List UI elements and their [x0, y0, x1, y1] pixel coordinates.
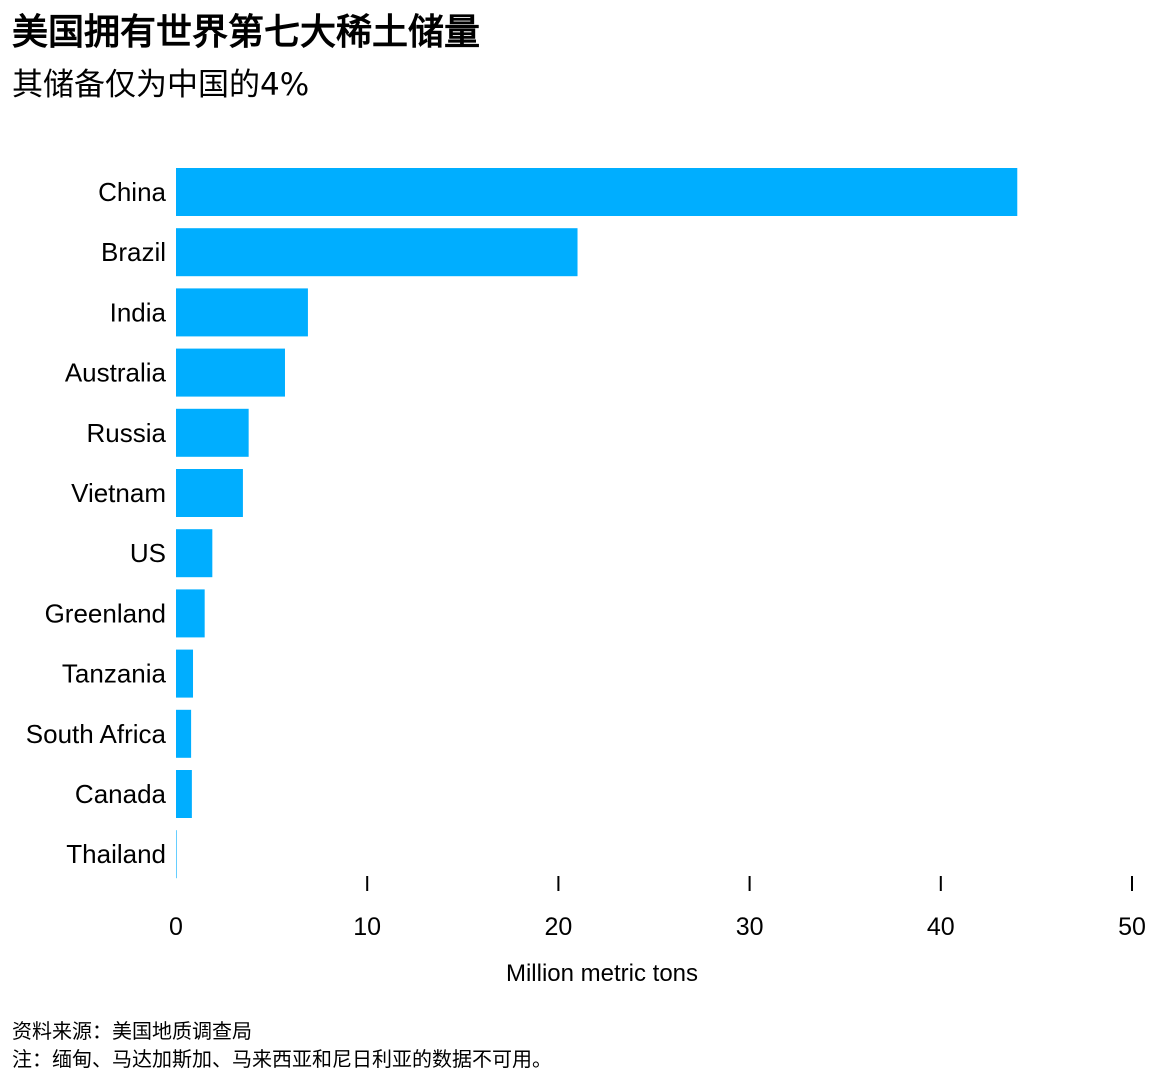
bar-brazil — [176, 228, 578, 277]
x-tick-label: 50 — [1118, 913, 1146, 941]
bar-australia — [176, 348, 285, 397]
bar-tanzania — [176, 649, 194, 698]
category-label: Vietnam — [71, 478, 166, 508]
category-label: India — [110, 297, 167, 327]
bar-russia — [176, 408, 249, 457]
bar-greenland — [176, 589, 205, 638]
bar-thailand — [176, 830, 177, 879]
x-tick-label: 20 — [544, 913, 572, 941]
x-tick-label: 30 — [736, 913, 764, 941]
x-tick-label: 10 — [353, 913, 381, 941]
bar-india — [176, 288, 308, 337]
footnote: 注：缅甸、马达加斯加、马来西亚和尼日利亚的数据不可用。 — [12, 1047, 552, 1071]
category-label: Brazil — [101, 237, 166, 267]
category-label: Canada — [75, 779, 167, 809]
bar-us — [176, 529, 213, 578]
bar-chart: China Brazil India Australia Russia Vietnam US… — [26, 168, 1146, 987]
x-tick-label: 0 — [169, 913, 183, 941]
category-label: Russia — [87, 418, 167, 448]
source-note: 资料来源：美国地质调查局 — [12, 1019, 252, 1043]
bars-group — [176, 168, 1018, 879]
chart-subtitle: 其储备仅为中国的4% — [12, 67, 310, 103]
x-axis: 0 10 20 30 40 50 — [169, 876, 1146, 941]
x-tick-label: 40 — [927, 913, 955, 941]
chart-title: 美国拥有世界第七大稀土储量 — [12, 12, 481, 53]
bar-canada — [176, 770, 192, 818]
bar-china — [176, 168, 1018, 216]
bar-south-africa — [176, 709, 192, 758]
category-label: Tanzania — [62, 659, 167, 689]
category-label: South Africa — [26, 719, 167, 749]
category-label: Greenland — [45, 598, 166, 628]
x-axis-label: Million metric tons — [506, 960, 698, 987]
bar-vietnam — [176, 469, 243, 517]
category-label: China — [98, 177, 166, 207]
category-label: US — [130, 538, 166, 568]
category-label: Thailand — [66, 839, 166, 869]
category-label: Australia — [65, 358, 167, 388]
category-labels: China Brazil India Australia Russia Vietnam US… — [26, 177, 167, 869]
